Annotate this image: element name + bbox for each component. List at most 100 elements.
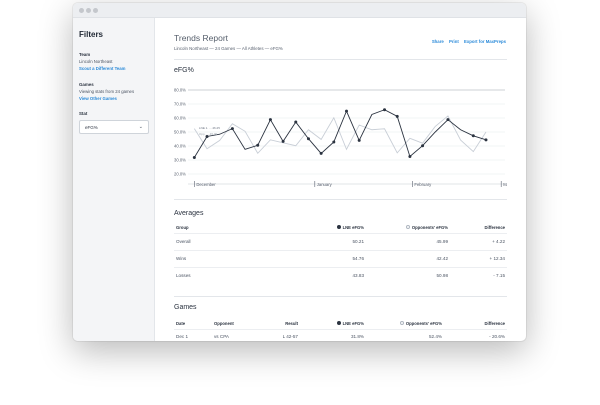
share-link[interactable]: Share xyxy=(431,39,444,44)
table-row: Losses 43.83 50.98 - 7.15 xyxy=(174,266,507,284)
col-date: Date xyxy=(176,321,186,327)
app-window: Filters Team Lincoln Northeast Scout a D… xyxy=(73,3,526,341)
lne-data-point xyxy=(395,114,399,118)
scout-team-link[interactable]: Scout a Different Team xyxy=(79,66,126,71)
y-tick-label: 20.0% xyxy=(174,172,186,177)
opp-cell: 50.98 xyxy=(366,266,450,284)
lne-series-line xyxy=(193,109,487,158)
lne-data-point xyxy=(230,127,234,131)
stat-heading: Stat xyxy=(79,111,88,116)
team-heading: Team xyxy=(79,52,91,57)
result-cell: L 42-57 xyxy=(260,328,300,341)
stat-select-value: eFG% xyxy=(85,125,98,130)
diff-cell: - 20.6% xyxy=(444,328,507,341)
lne-legend-dot xyxy=(336,321,341,326)
col-opp: Opponents' eFG% xyxy=(366,223,450,233)
lne-data-point xyxy=(205,134,209,138)
view-games-link[interactable]: View Other Games xyxy=(79,96,117,101)
opp-cell: 42.42 xyxy=(366,249,450,267)
col-opponent: Opponent xyxy=(214,321,234,327)
games-value: Viewing stats from 24 games xyxy=(79,89,135,94)
divider xyxy=(174,296,507,297)
opponents-series-line xyxy=(193,115,487,155)
table-header-row: Group LNE eFG% Opponents' eFG% Differenc… xyxy=(174,223,507,233)
lne-data-point xyxy=(345,109,348,113)
lne-data-point xyxy=(256,143,260,147)
y-tick-label: 60.0% xyxy=(174,116,186,121)
lne-cell: 54.76 xyxy=(294,249,366,267)
export-link[interactable]: Export for MaxPreps xyxy=(463,39,506,44)
col-group: Group xyxy=(176,225,189,231)
lne-data-point xyxy=(471,134,475,138)
lne-data-point xyxy=(446,118,450,122)
main-content: Trends Report Lincoln Northeast — 24 Gam… xyxy=(156,18,526,341)
games-table: Date Opponent Result LNE eFG% Opponents'… xyxy=(174,319,507,341)
col-lne: LNE eFG% xyxy=(294,223,366,233)
opponent-cell: vs CPA xyxy=(212,328,260,341)
table-row: Wins 54.76 42.42 + 12.34 xyxy=(174,249,507,267)
lne-cell: 43.83 xyxy=(294,266,366,284)
tooltip-line-1: LNE 1. ... 46.25 xyxy=(199,126,220,130)
col-lne: LNE eFG% xyxy=(300,319,366,329)
averages-title: Averages xyxy=(174,210,204,217)
y-tick-label: 40.0% xyxy=(174,144,186,149)
group-cell: Wins xyxy=(174,249,294,267)
header-actions: Share Print Export for MaxPreps xyxy=(428,39,506,44)
lne-data-point xyxy=(281,139,285,143)
lne-data-point xyxy=(306,137,310,141)
table-row: Overall 50.21 45.99 + 4.22 xyxy=(174,232,507,250)
window-dot-icon[interactable] xyxy=(86,8,91,13)
window-dot-icon[interactable] xyxy=(93,8,98,13)
opp-cell: 52.4% xyxy=(366,328,444,341)
filters-sidebar: Filters Team Lincoln Northeast Scout a D… xyxy=(73,18,155,341)
divider xyxy=(174,199,507,200)
lne-cell: 50.21 xyxy=(294,232,366,250)
chart-title: eFG% xyxy=(174,67,194,74)
col-diff: Difference xyxy=(484,321,505,327)
lne-data-point xyxy=(332,140,336,144)
stat-select[interactable]: eFG% ⌄ xyxy=(79,120,149,134)
opp-cell: 45.99 xyxy=(366,232,450,250)
chevron-down-icon: ⌄ xyxy=(138,123,143,130)
lne-cell: 31.8% xyxy=(300,328,366,341)
games-heading: Games xyxy=(79,82,94,87)
col-opp: Opponents' eFG% xyxy=(366,319,444,329)
page-subtitle: Lincoln Northeast — 24 Games — All Athle… xyxy=(174,46,283,51)
col-diff: Difference xyxy=(484,225,505,231)
title-bar xyxy=(73,3,526,18)
lne-data-point xyxy=(294,120,298,124)
y-tick-label: 80.0% xyxy=(174,88,186,93)
page-title: Trends Report xyxy=(174,33,229,43)
diff-cell: + 12.34 xyxy=(450,249,507,267)
efg-line-chart: 20.0% 30.0% 40.0% 50.0% 60.0% 70.0% 80.0% Decem… xyxy=(174,88,507,187)
diff-cell: + 4.22 xyxy=(450,232,507,250)
averages-table: Group LNE eFG% Opponents' eFG% Differenc… xyxy=(174,223,507,284)
x-tick-label: December xyxy=(196,182,216,187)
lne-data-point xyxy=(421,144,425,148)
group-cell: Losses xyxy=(174,266,294,284)
table-row[interactable]: Dec 1 vs CPA L 42-57 31.8% 52.4% - 20.6% xyxy=(174,328,507,341)
date-cell: Dec 1 xyxy=(174,328,212,341)
x-tick-label: January xyxy=(317,182,333,187)
y-tick-label: 50.0% xyxy=(174,130,186,135)
group-cell: Overall xyxy=(174,232,294,250)
tooltip-line-2: Opp. ... 45.00 xyxy=(199,132,218,136)
x-tick-label: February xyxy=(414,182,432,187)
lne-data-point xyxy=(319,151,323,155)
lne-data-point xyxy=(484,138,488,142)
lne-data-point xyxy=(192,155,196,159)
lne-data-point xyxy=(268,118,272,122)
y-tick-label: 30.0% xyxy=(174,158,186,163)
divider xyxy=(174,59,507,60)
window-dot-icon[interactable] xyxy=(79,8,84,13)
lne-data-point xyxy=(408,155,412,158)
sidebar-title: Filters xyxy=(79,30,104,39)
col-result: Result xyxy=(285,321,298,327)
y-tick-label: 70.0% xyxy=(174,102,186,107)
x-tick-label: March xyxy=(503,182,507,187)
print-link[interactable]: Print xyxy=(448,39,459,44)
opp-legend-dot xyxy=(405,225,410,230)
diff-cell: - 7.15 xyxy=(450,266,507,284)
table-header-row: Date Opponent Result LNE eFG% Opponents'… xyxy=(174,319,507,329)
opp-legend-dot xyxy=(399,321,404,326)
